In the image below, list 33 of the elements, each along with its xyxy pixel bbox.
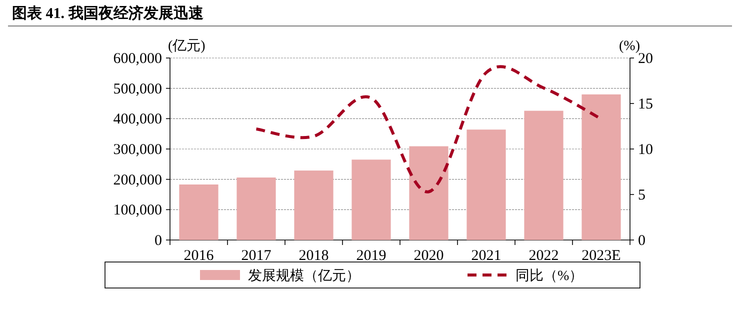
y2-axis-title: (%): [619, 39, 640, 54]
bar: [409, 146, 448, 240]
bar: [294, 170, 334, 240]
bar: [524, 110, 564, 240]
bar: [179, 184, 218, 240]
legend-label: 发展规模（亿元）: [248, 268, 360, 284]
x-tick-label: 2016: [184, 248, 214, 264]
y2-tick-label: 0: [638, 233, 646, 249]
y2-tick-label: 15: [638, 96, 653, 112]
y-tick-label: 600,000: [113, 51, 162, 67]
x-tick-label: 2019: [356, 248, 386, 264]
legend-label: 同比（%）: [516, 268, 584, 284]
y2-tick-label: 10: [638, 142, 653, 158]
y-tick-label: 100,000: [113, 202, 162, 219]
y-axis-title: (亿元): [168, 38, 206, 54]
x-tick-label: 2022: [528, 248, 559, 264]
y-tick-label: 300,000: [113, 142, 162, 158]
y2-tick-label: 20: [638, 51, 653, 67]
x-tick-label: 2023E: [582, 248, 621, 264]
y-tick-label: 400,000: [113, 112, 162, 128]
x-tick-label: 2018: [298, 248, 329, 264]
chart-title: 图表 41. 我国夜经济发展迅速: [12, 4, 204, 22]
x-tick-label: 2021: [471, 248, 502, 264]
y-tick-label: 200,000: [113, 172, 162, 188]
y-tick-label: 500,000: [113, 81, 162, 98]
bar: [582, 94, 621, 240]
bar: [236, 178, 276, 240]
y-tick-label: 0: [154, 233, 162, 249]
x-tick-label: 2017: [241, 248, 272, 264]
bar: [466, 130, 506, 240]
x-tick-label: 2020: [414, 248, 444, 264]
y2-tick-label: 5: [638, 188, 646, 204]
bar: [352, 160, 391, 240]
